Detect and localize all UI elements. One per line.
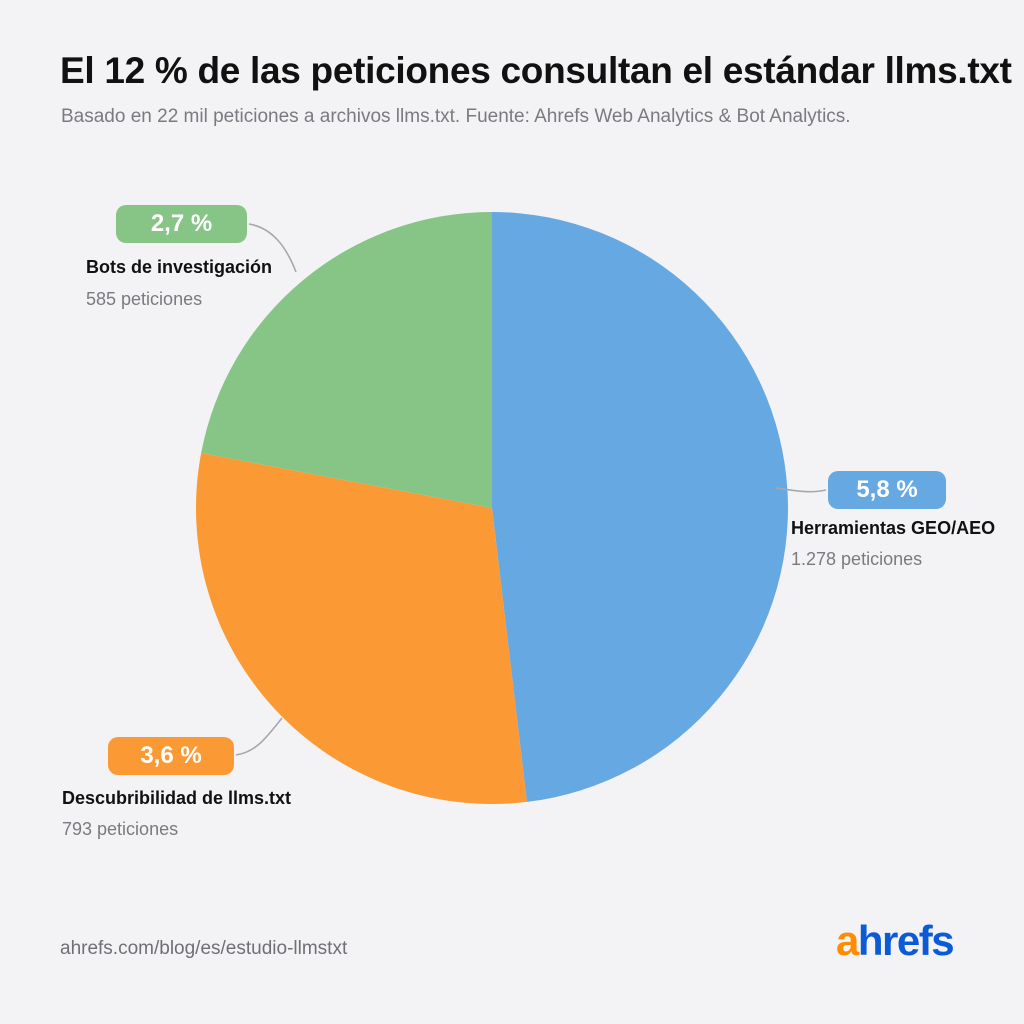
leader-line-2 bbox=[248, 223, 297, 273]
slice-label-bots: Bots de investigación bbox=[86, 257, 273, 277]
ahrefs-logo: ahrefs bbox=[836, 917, 955, 964]
chart-title: El 12 % de las peticiones consultan el e… bbox=[60, 50, 1012, 91]
slice-percent-badge-geo-aeo: 5,8 % bbox=[828, 471, 946, 509]
slice-label-descubribilidad: Descubribilidad de llms.txt bbox=[62, 788, 292, 808]
pie-slice-0 bbox=[492, 212, 788, 802]
leader-line-0 bbox=[775, 487, 827, 493]
slice-label-geo-aeo: Herramientas GEO/AEO bbox=[791, 518, 996, 538]
pie-slice-1 bbox=[195, 453, 527, 804]
leader-line-1 bbox=[235, 717, 283, 756]
slice-count-geo-aeo: 1.278 peticiones bbox=[791, 549, 923, 569]
chart-subtitle: Basado en 22 mil peticiones a archivos l… bbox=[61, 106, 851, 127]
slice-count-descubribilidad: 793 peticiones bbox=[62, 819, 179, 839]
slice-count-bots: 585 peticiones bbox=[86, 289, 203, 309]
slice-percent-badge-bots: 2,7 % bbox=[116, 205, 247, 243]
pie-slice-2 bbox=[201, 211, 492, 508]
slice-percent-badge-descubribilidad: 3,6 % bbox=[108, 737, 234, 775]
source-url: ahrefs.com/blog/es/estudio-llmstxt bbox=[60, 938, 348, 959]
